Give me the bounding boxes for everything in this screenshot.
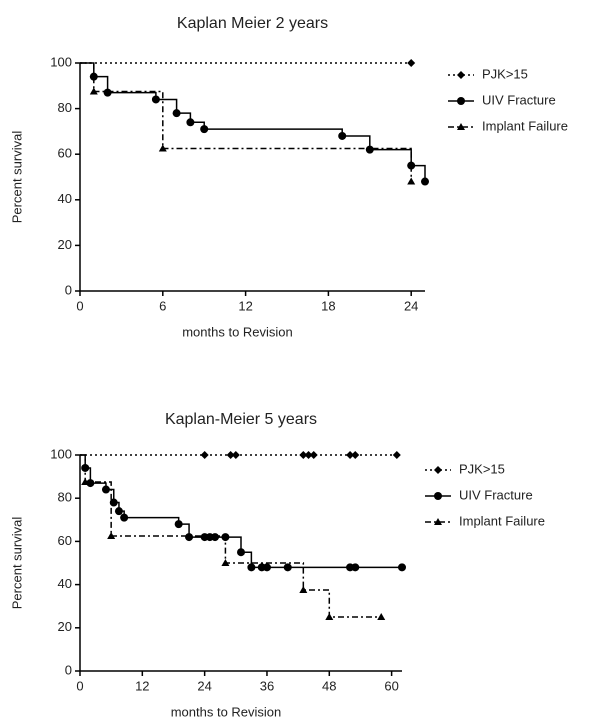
legend-marker [457,71,465,79]
marker [392,451,401,459]
y-tick-label: 100 [50,54,72,69]
legend-marker [457,97,465,105]
x-tick-label: 12 [238,298,252,313]
survival-curve [80,454,382,618]
marker [174,520,183,529]
y-tick-label: 0 [65,282,72,297]
marker [309,451,318,459]
marker [81,478,90,485]
marker [211,533,220,542]
legend-marker [434,492,442,500]
x-tick-label: 36 [260,678,274,693]
marker [151,95,160,104]
legend-label: UIV Fracture [482,92,556,107]
y-tick-label: 60 [58,533,72,548]
x-tick-label: 24 [404,298,418,313]
legend-marker [457,123,465,130]
legend-marker [434,518,442,525]
survival-curve [80,62,412,182]
marker [86,479,95,488]
marker [231,451,240,459]
x-tick-label: 0 [76,678,83,693]
marker [221,559,230,566]
marker [107,532,116,539]
marker [158,144,167,152]
marker [407,177,416,185]
chart-title: Kaplan-Meier 5 years [165,411,317,428]
marker [101,485,110,494]
marker [377,613,386,620]
y-tick-label: 20 [58,619,72,634]
legend-label: UIV Fracture [459,487,533,502]
legend-label: Implant Failure [459,513,545,528]
y-tick-label: 80 [58,490,72,505]
marker [185,533,194,542]
marker [237,548,245,557]
marker [351,563,360,572]
marker [398,563,406,572]
legend-label: PJK>15 [482,66,528,81]
marker [114,507,123,516]
marker [325,613,334,620]
y-axis-label: Percent survival [9,131,24,224]
marker [262,563,271,572]
x-tick-label: 6 [159,298,166,313]
marker [103,88,112,97]
x-tick-label: 12 [135,678,149,693]
marker [283,563,292,572]
marker [200,125,209,134]
chart-title: Kaplan Meier 2 years [177,15,328,32]
legend-marker [434,466,442,474]
x-tick-label: 24 [197,678,211,693]
marker [346,451,355,459]
y-tick-label: 80 [58,100,72,115]
x-axis-label: months to Revision [171,704,282,719]
y-tick-label: 40 [58,191,72,206]
marker [226,451,235,459]
y-axis-label: Percent survival [9,517,24,610]
marker [200,451,209,459]
x-tick-label: 0 [76,298,83,313]
marker [421,177,429,186]
y-tick-label: 100 [50,446,72,461]
marker [299,451,308,459]
marker [120,513,129,522]
y-tick-label: 0 [65,662,72,677]
marker [89,72,98,81]
y-tick-label: 60 [58,146,72,161]
x-tick-label: 60 [384,678,398,693]
marker [172,109,181,118]
marker [247,563,256,572]
x-axis-label: months to Revision [182,324,293,339]
marker [299,586,308,593]
marker [304,451,313,459]
legend-label: Implant Failure [482,118,568,133]
y-tick-label: 20 [58,237,72,252]
marker [407,161,416,170]
marker [338,131,347,140]
y-tick-label: 40 [58,576,72,591]
survival-curve [80,62,426,182]
marker [407,59,416,67]
marker [89,87,98,95]
x-tick-label: 18 [321,298,335,313]
marker [351,451,360,459]
marker [365,145,374,154]
legend-label: PJK>15 [459,461,505,476]
marker [186,118,195,127]
x-tick-label: 48 [322,678,336,693]
